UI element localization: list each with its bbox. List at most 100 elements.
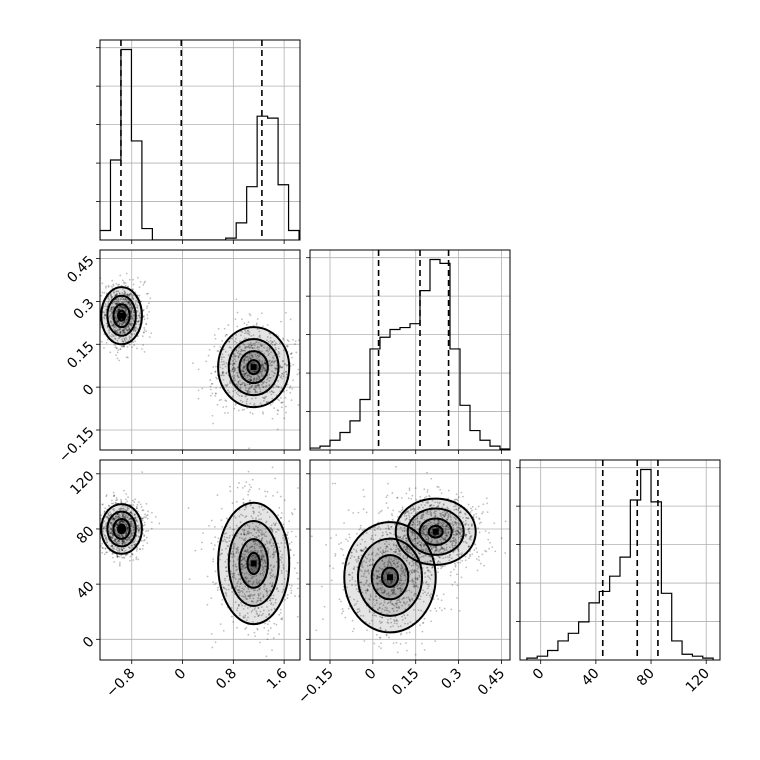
sample-point	[233, 576, 236, 579]
sample-point	[238, 578, 240, 581]
sample-point	[241, 318, 243, 321]
sample-point	[241, 409, 244, 411]
sample-point	[426, 524, 429, 527]
sample-point	[244, 368, 247, 371]
sample-point	[129, 306, 132, 309]
sample-point	[143, 524, 146, 526]
sample-point	[120, 547, 123, 550]
sample-point	[225, 532, 228, 535]
sample-point	[442, 514, 445, 516]
sample-point	[108, 309, 111, 312]
sample-point	[391, 603, 394, 606]
sample-point	[248, 391, 251, 394]
sample-point	[437, 542, 440, 545]
sample-point	[456, 561, 459, 564]
sample-point	[411, 505, 414, 508]
sample-point	[248, 563, 251, 566]
sample-point	[115, 321, 118, 324]
sample-point	[246, 577, 249, 580]
sample-point	[104, 534, 106, 537]
sample-point	[439, 512, 442, 515]
sample-point	[457, 507, 460, 510]
sample-point	[243, 375, 246, 378]
sample-point	[422, 527, 425, 530]
sample-point	[123, 292, 126, 295]
sample-point	[258, 543, 261, 545]
sample-point	[231, 368, 234, 371]
sample-point	[446, 534, 448, 536]
sample-point	[115, 523, 118, 526]
sample-point	[242, 595, 245, 598]
sample-point	[125, 298, 127, 300]
sample-point	[441, 525, 444, 528]
sample-point	[234, 601, 237, 604]
sample-point	[124, 284, 127, 287]
sample-point	[250, 354, 253, 357]
sample-point	[437, 520, 440, 522]
x-tick-label: 0.15	[389, 666, 422, 699]
sample-point	[430, 545, 432, 548]
sample-point	[128, 536, 131, 539]
sample-point	[414, 537, 417, 540]
sample-point	[129, 534, 132, 536]
sample-point	[479, 562, 482, 565]
sample-point	[250, 361, 253, 364]
sample-point	[464, 519, 467, 522]
sample-point	[248, 594, 251, 597]
panel-hist-p2: 0 40 80 120	[516, 459, 721, 696]
sample-point	[131, 546, 134, 549]
sample-point	[244, 550, 247, 553]
sample-point	[395, 602, 398, 605]
sample-point	[111, 308, 114, 311]
sample-point	[117, 539, 120, 542]
sample-point	[257, 375, 259, 377]
sample-point	[253, 378, 256, 380]
sample-point	[241, 349, 244, 352]
sample-point	[420, 543, 423, 545]
sample-point	[215, 387, 217, 389]
sample-point	[254, 397, 257, 400]
sample-point	[138, 524, 140, 527]
sample-point	[224, 591, 227, 594]
sample-point	[408, 489, 411, 491]
sample-point	[273, 551, 275, 554]
sample-point	[246, 355, 249, 358]
sample-point	[398, 536, 401, 539]
sample-point	[464, 513, 467, 516]
sample-point	[105, 308, 108, 311]
sample-point	[237, 376, 240, 378]
sample-point	[270, 574, 272, 577]
sample-point	[116, 339, 119, 342]
sample-point	[109, 351, 112, 354]
sample-point	[259, 587, 262, 589]
sample-point	[129, 520, 132, 523]
sample-point	[234, 389, 237, 392]
sample-point	[435, 549, 437, 552]
sample-point	[224, 399, 227, 402]
sample-point	[247, 551, 250, 554]
sample-point	[117, 516, 120, 519]
y-tick-label: 80	[74, 523, 98, 547]
sample-point	[225, 384, 228, 387]
sample-point	[281, 617, 284, 619]
sample-point	[231, 395, 234, 398]
sample-point	[137, 529, 140, 531]
sample-point	[255, 355, 258, 358]
sample-point	[269, 403, 272, 406]
sample-point	[416, 524, 419, 526]
sample-point	[132, 317, 135, 320]
sample-point	[452, 539, 455, 542]
sample-point	[124, 307, 127, 310]
sample-point	[436, 485, 439, 488]
sample-point	[237, 356, 240, 359]
sample-point	[454, 530, 456, 533]
sample-point	[130, 511, 133, 514]
sample-point	[396, 609, 398, 612]
sample-point	[416, 542, 419, 545]
sample-point	[92, 546, 94, 548]
sample-point	[281, 557, 284, 559]
sample-point	[430, 541, 433, 543]
sample-point	[110, 333, 113, 336]
sample-point	[425, 527, 428, 529]
sample-point	[279, 611, 282, 614]
